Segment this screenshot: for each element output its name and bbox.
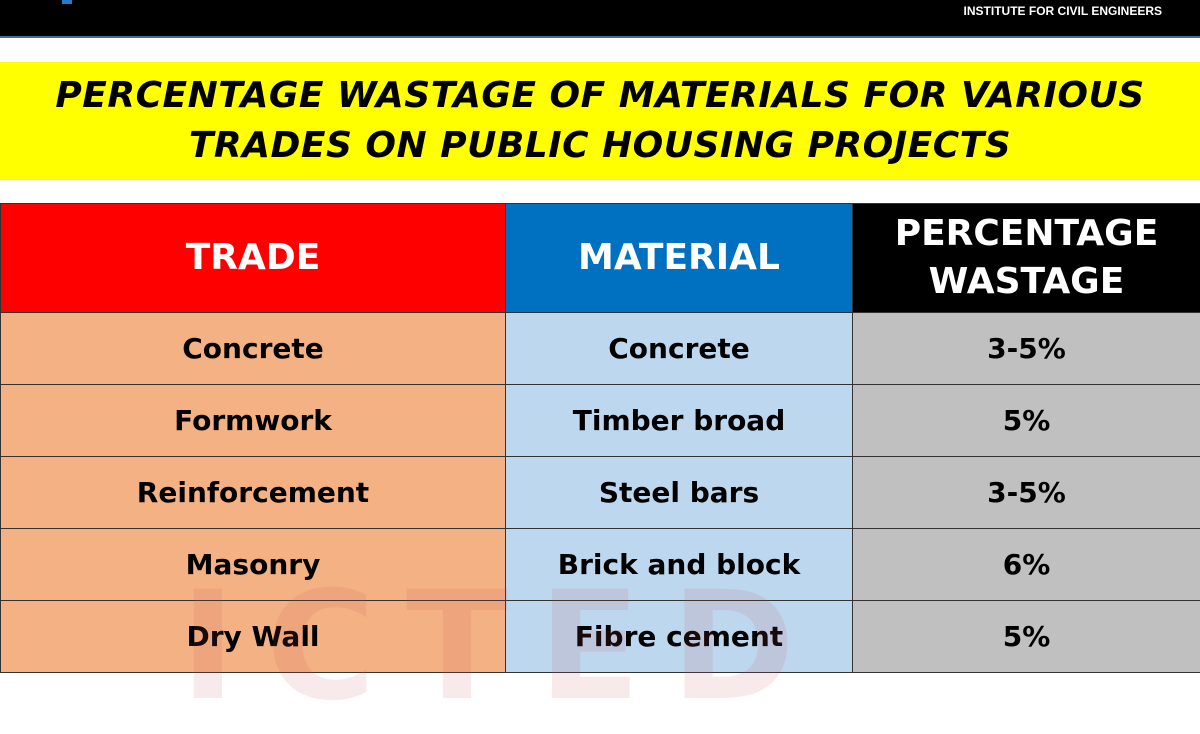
title-line-2: TRADES ON PUBLIC HOUSING PROJECTS bbox=[189, 125, 1011, 166]
cell-material: Brick and block bbox=[506, 529, 853, 601]
cell-material: Timber broad bbox=[506, 385, 853, 457]
cell-trade: Dry Wall bbox=[1, 601, 506, 673]
cell-trade: Concrete bbox=[1, 313, 506, 385]
cell-trade: Formwork bbox=[1, 385, 506, 457]
cell-wastage: 3-5% bbox=[853, 313, 1200, 385]
cell-trade: Reinforcement bbox=[1, 457, 506, 529]
header-trade: TRADE bbox=[1, 204, 506, 313]
header-wastage-line2: WASTAGE bbox=[929, 261, 1125, 302]
header-wastage: PERCENTAGE WASTAGE bbox=[853, 204, 1200, 313]
cell-wastage: 6% bbox=[853, 529, 1200, 601]
cell-trade: Masonry bbox=[1, 529, 506, 601]
cell-material: Fibre cement bbox=[506, 601, 853, 673]
table-header-row: TRADE MATERIAL PERCENTAGE WASTAGE bbox=[1, 204, 1200, 313]
logo-icon bbox=[62, 0, 72, 4]
top-bar: INSTITUTE FOR CIVIL ENGINEERS bbox=[0, 0, 1200, 38]
header-material: MATERIAL bbox=[506, 204, 853, 313]
organization-name: INSTITUTE FOR CIVIL ENGINEERS bbox=[964, 4, 1162, 18]
cell-wastage: 5% bbox=[853, 385, 1200, 457]
header-wastage-line1: PERCENTAGE bbox=[895, 213, 1159, 254]
title-banner: PERCENTAGE WASTAGE OF MATERIALS FOR VARI… bbox=[0, 62, 1200, 180]
page-title: PERCENTAGE WASTAGE OF MATERIALS FOR VARI… bbox=[55, 71, 1144, 171]
cell-wastage: 3-5% bbox=[853, 457, 1200, 529]
title-line-1: PERCENTAGE WASTAGE OF MATERIALS FOR VARI… bbox=[55, 75, 1144, 116]
cell-material: Concrete bbox=[506, 313, 853, 385]
wastage-table: TRADE MATERIAL PERCENTAGE WASTAGE Concret… bbox=[0, 203, 1200, 673]
cell-material: Steel bars bbox=[506, 457, 853, 529]
cell-wastage: 5% bbox=[853, 601, 1200, 673]
